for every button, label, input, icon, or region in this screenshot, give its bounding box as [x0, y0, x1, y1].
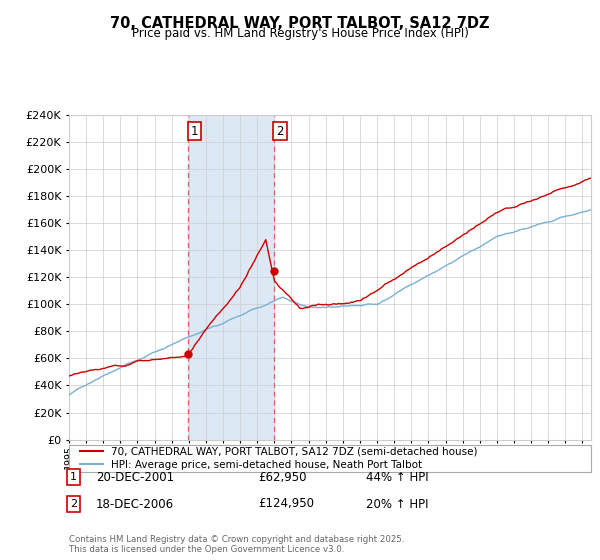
Text: 20-DEC-2001: 20-DEC-2001 [96, 470, 174, 484]
Text: 2: 2 [277, 124, 284, 138]
Text: 1: 1 [70, 472, 77, 482]
Text: £124,950: £124,950 [258, 497, 314, 511]
Text: 44% ↑ HPI: 44% ↑ HPI [366, 470, 428, 484]
Text: Price paid vs. HM Land Registry's House Price Index (HPI): Price paid vs. HM Land Registry's House … [131, 27, 469, 40]
Bar [188, 115, 274, 440]
Text: £62,950: £62,950 [258, 470, 307, 484]
Legend: 70, CATHEDRAL WAY, PORT TALBOT, SA12 7DZ (semi-detached house), HPI: Average pri: 70, CATHEDRAL WAY, PORT TALBOT, SA12 7DZ… [77, 443, 481, 473]
Text: 1: 1 [191, 124, 199, 138]
Text: 20% ↑ HPI: 20% ↑ HPI [366, 497, 428, 511]
Text: 2: 2 [70, 499, 77, 509]
Text: 18-DEC-2006: 18-DEC-2006 [96, 497, 174, 511]
Text: 70, CATHEDRAL WAY, PORT TALBOT, SA12 7DZ: 70, CATHEDRAL WAY, PORT TALBOT, SA12 7DZ [110, 16, 490, 31]
Text: Contains HM Land Registry data © Crown copyright and database right 2025.
This d: Contains HM Land Registry data © Crown c… [69, 535, 404, 554]
